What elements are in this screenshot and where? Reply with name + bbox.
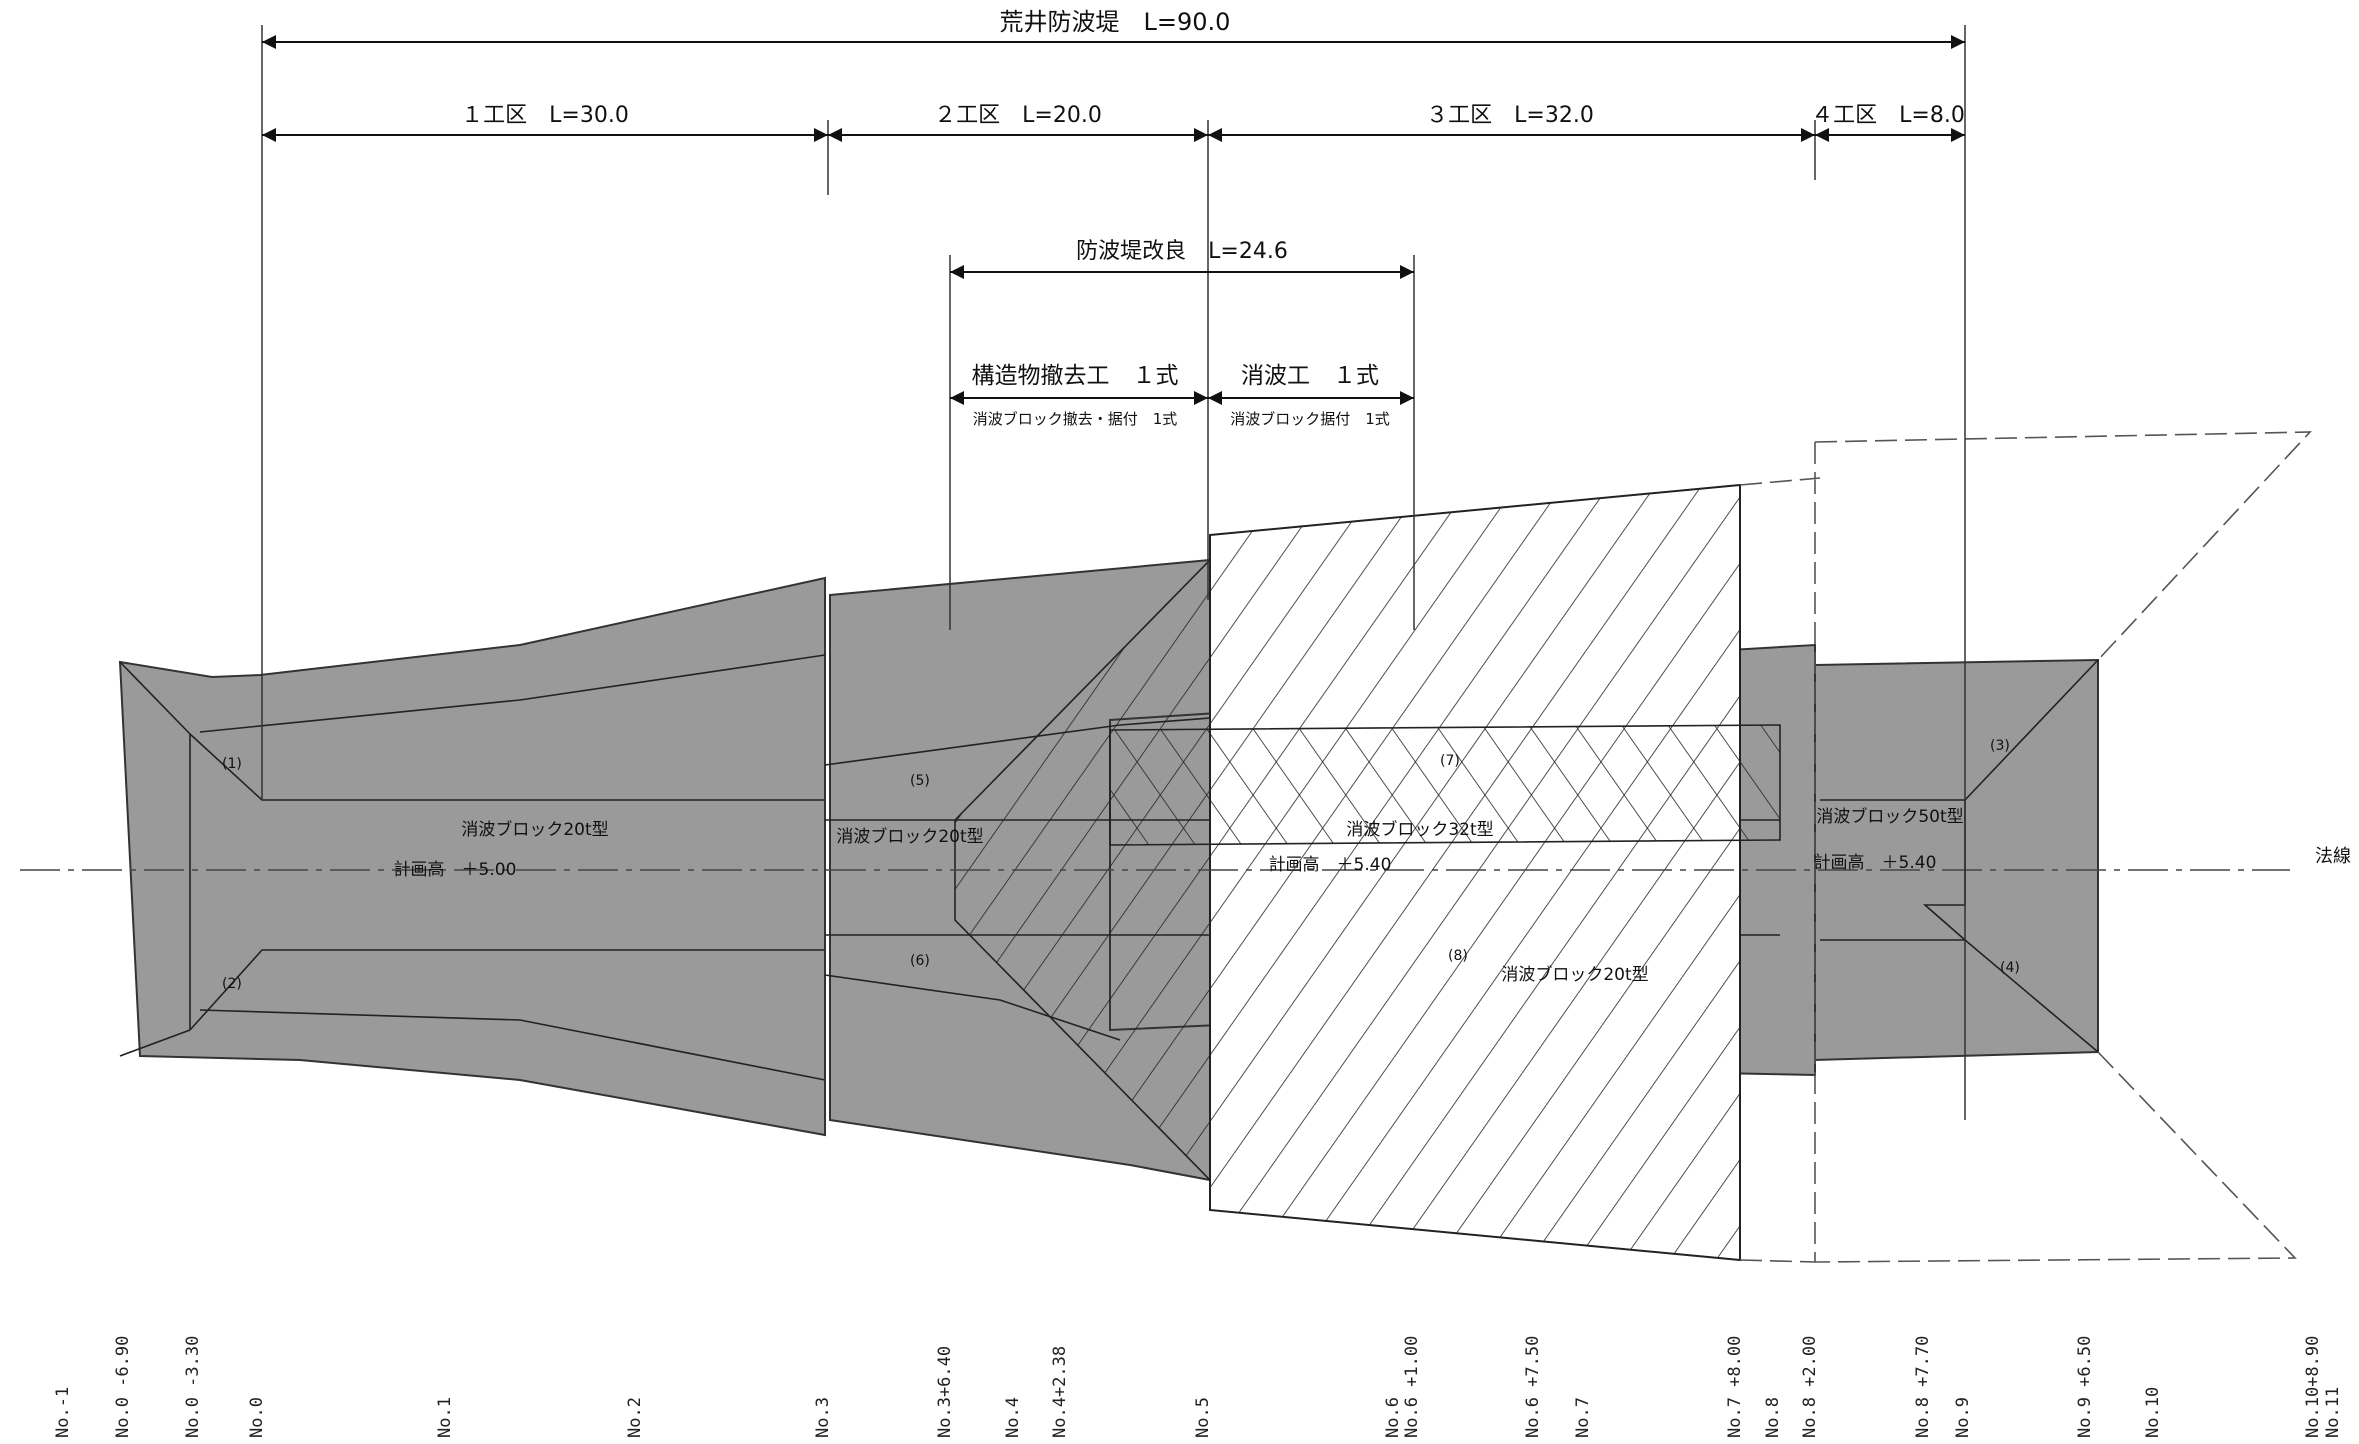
planned-height-1: 計画高 ＋5.00 [394, 860, 517, 880]
station-label: No.4+2.38 [1050, 1346, 1070, 1438]
station-label: No.3 [813, 1397, 833, 1438]
point-5: (5) [910, 773, 930, 789]
section1-body [118, 576, 826, 1137]
station-label: No.9 +6.50 [2075, 1336, 2095, 1438]
wave-work-sub: 消波ブロック据付 1式 [1230, 410, 1390, 428]
point-4: (4) [2000, 960, 2020, 976]
block-32t: 消波ブロック32t型 [1346, 819, 1493, 840]
block-20t-left: 消波ブロック20t型 [461, 819, 608, 840]
station-label: No.3+6.40 [935, 1346, 955, 1438]
point-3: (3) [1990, 738, 2010, 754]
station-labels: No.-1 No.0 -6.90 No.0 -3.30 No.0 No.1 No… [53, 1336, 2343, 1438]
point-markers: (1) (2) (3) (4) (5) (6) (7) (8) [222, 738, 2020, 992]
block-50t: 消波ブロック50t型 [1816, 806, 1963, 827]
point-2: (2) [222, 976, 242, 992]
point-6: (6) [910, 953, 930, 969]
removal-work-sub: 消波ブロック撤去・据付 1式 [973, 410, 1178, 428]
section3-label: ３工区 L=32.0 [1426, 103, 1594, 128]
improvement-label: 防波堤改良 L=24.6 [1076, 239, 1288, 264]
wave-work-title: 消波工 １式 [1241, 363, 1379, 389]
station-label: No.8 +2.00 [1800, 1336, 1820, 1438]
section2-label: ２工区 L=20.0 [934, 103, 1102, 128]
station-label: No.-1 [53, 1387, 73, 1438]
planned-height-3: 計画高 ＋5.40 [1814, 853, 1937, 873]
station-label: No.10 [2143, 1387, 2163, 1438]
planned-height-2: 計画高 ＋5.40 [1269, 855, 1392, 875]
station-label: No.0 [247, 1397, 267, 1438]
station-label: No.2 [625, 1397, 645, 1438]
station-label: No.11 [2323, 1387, 2343, 1438]
station-label: No.10+8.90 [2303, 1336, 2323, 1438]
station-label: No.8 +7.70 [1913, 1336, 1933, 1438]
station-label: No.8 [1763, 1397, 1783, 1438]
section1-label: １工区 L=30.0 [461, 103, 629, 128]
total-length-label: 荒井防波堤 L=90.0 [1000, 8, 1231, 36]
section4-label: ４工区 L=8.0 [1811, 103, 1965, 128]
station-label: No.6 [1383, 1397, 1403, 1438]
reference-lines [261, 25, 1966, 1120]
station-label: No.4 [1003, 1397, 1023, 1438]
hatched-structure [954, 431, 2312, 1263]
station-label: No.7 +8.00 [1725, 1336, 1745, 1438]
station-label: No.7 [1573, 1397, 1593, 1438]
block-20t-mid: 消波ブロック20t型 [836, 826, 983, 847]
station-label: No.9 [1953, 1397, 1973, 1438]
station-label: No.6 +7.50 [1523, 1336, 1543, 1438]
point-7: (7) [1440, 753, 1460, 769]
point-8: (8) [1448, 948, 1468, 964]
legal-line-label: 法線 [2315, 846, 2351, 867]
station-label: No.6 +1.00 [1402, 1336, 1422, 1438]
station-label: No.0 -3.30 [183, 1336, 203, 1438]
dimension-lines [262, 35, 1965, 405]
point-1: (1) [222, 756, 242, 772]
station-label: No.5 [1193, 1397, 1213, 1438]
station-label: No.1 [435, 1397, 455, 1438]
block-20t-right: 消波ブロック20t型 [1501, 964, 1648, 985]
station-label: No.0 -6.90 [113, 1336, 133, 1438]
removal-work-title: 構造物撤去工 １式 [972, 363, 1179, 389]
